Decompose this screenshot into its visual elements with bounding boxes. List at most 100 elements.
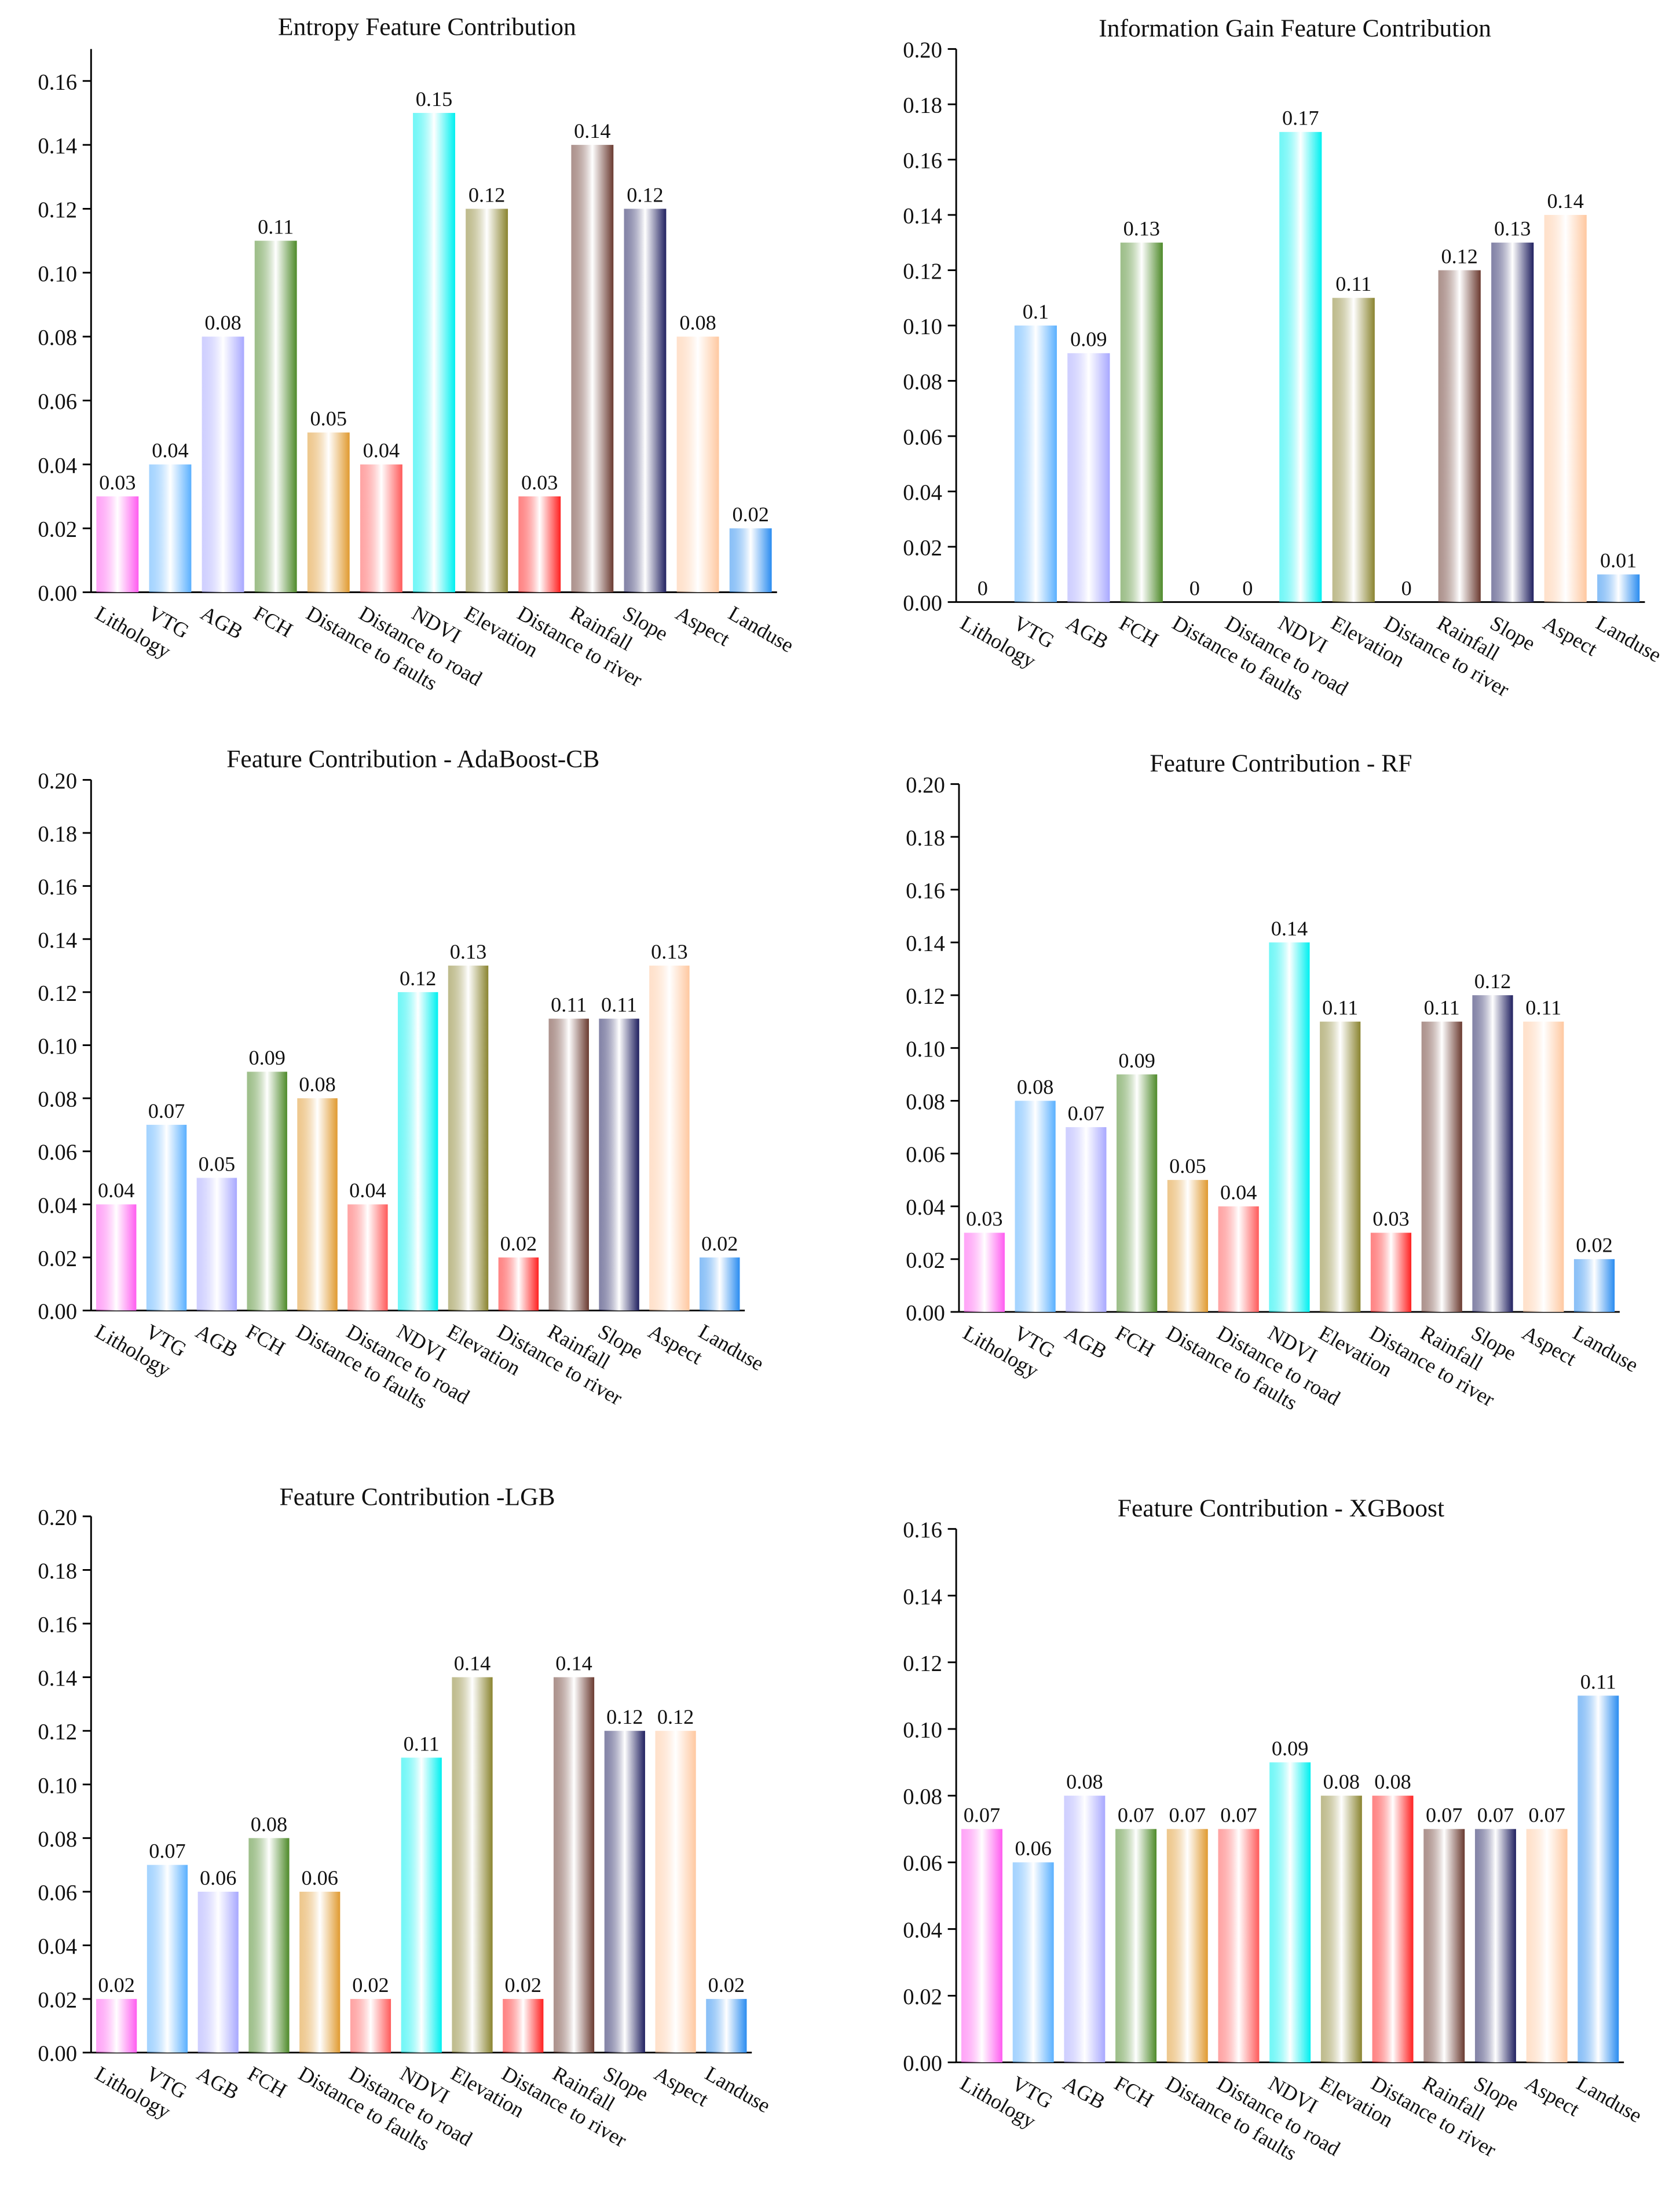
- y-tick-label: 0.10: [38, 262, 77, 286]
- bar: [247, 1072, 287, 1311]
- x-tick-label: Landuse: [1569, 1321, 1642, 1377]
- y-tick-label: 0.04: [38, 454, 77, 478]
- y-tick-label: 0.12: [903, 1651, 942, 1676]
- y-tick-label: 0.08: [903, 370, 942, 394]
- y-tick-label: 0.20: [906, 773, 945, 798]
- y-tick-label: 0.02: [38, 1988, 77, 2013]
- value-label: 0.17: [1282, 107, 1319, 130]
- value-label: 0.02: [505, 1973, 541, 1997]
- bar: [248, 1838, 290, 2053]
- bar: [1597, 574, 1640, 602]
- chart-title: Feature Contribution -LGB: [279, 1483, 555, 1511]
- y-tick-label: 0.14: [903, 204, 942, 229]
- y-tick-label: 0.10: [38, 1034, 77, 1059]
- bar: [466, 209, 508, 593]
- y-tick-label: 0.08: [906, 1090, 945, 1114]
- y-tick-label: 0.12: [38, 981, 77, 1006]
- bar: [397, 992, 438, 1311]
- bar: [1421, 1021, 1462, 1312]
- bar: [498, 1257, 539, 1311]
- y-tick-label: 0.06: [38, 1881, 77, 1905]
- y-tick-label: 0.00: [903, 591, 942, 616]
- value-label: 0.02: [98, 1973, 134, 1997]
- x-tick-label: FCH: [244, 2061, 291, 2102]
- bar: [518, 496, 561, 593]
- y-tick-label: 0.16: [38, 875, 77, 900]
- value-label: 0.14: [454, 1652, 491, 1675]
- value-label: 0.13: [450, 940, 486, 963]
- value-label: 0.04: [98, 1179, 134, 1202]
- value-label: 0.12: [606, 1705, 643, 1728]
- y-tick-label: 0.10: [903, 1719, 942, 1743]
- bar: [401, 1757, 442, 2053]
- bar: [1320, 1796, 1362, 2063]
- bar: [964, 1233, 1005, 1312]
- bar: [1332, 298, 1375, 602]
- value-label: 0.01: [1600, 549, 1637, 572]
- value-label: 0.12: [1474, 970, 1511, 993]
- value-label: 0.11: [1424, 996, 1460, 1019]
- value-label: 0.15: [416, 87, 452, 111]
- bar: [729, 528, 772, 593]
- bar: [147, 1865, 188, 2053]
- bar: [599, 1018, 639, 1311]
- bar: [1544, 215, 1587, 602]
- x-tick-label: Aspect: [645, 1319, 707, 1369]
- bar: [360, 464, 402, 593]
- bar: [1472, 995, 1513, 1312]
- bar: [1117, 1074, 1158, 1312]
- bar: [1370, 1233, 1412, 1312]
- chart-panel: Feature Contribution -LGB 0.00 0.02 0.04 0.0…: [38, 1483, 774, 2155]
- value-label: 0.04: [152, 439, 188, 462]
- value-label: 0.08: [1017, 1075, 1053, 1098]
- y-tick-label: 0.16: [906, 879, 945, 903]
- value-label: 0.04: [1220, 1181, 1257, 1204]
- value-label: 0.13: [1494, 217, 1531, 240]
- value-label: 0.11: [1580, 1670, 1616, 1693]
- value-label: 0: [1189, 576, 1200, 599]
- value-label: 0.07: [1426, 1804, 1462, 1827]
- value-label: 0.07: [1477, 1804, 1514, 1827]
- bar: [96, 496, 139, 593]
- bar: [706, 1999, 747, 2053]
- bar: [1218, 1829, 1260, 2063]
- value-label: 0.06: [301, 1866, 338, 1889]
- x-tick-label: AGB: [1059, 2071, 1109, 2114]
- y-tick-label: 0.14: [903, 1585, 942, 1609]
- value-label: 0.03: [521, 471, 558, 494]
- value-label: 0.12: [657, 1705, 694, 1728]
- value-label: 0.06: [200, 1866, 236, 1889]
- bar: [1218, 1206, 1259, 1312]
- value-label: 0.12: [400, 967, 436, 990]
- x-tick-label: AGB: [1061, 1321, 1111, 1363]
- y-tick-label: 0.10: [906, 1037, 945, 1062]
- value-label: 0.09: [1118, 1049, 1155, 1072]
- value-label: 0.02: [732, 503, 768, 526]
- value-label: 0.11: [551, 993, 587, 1017]
- bar: [1438, 270, 1481, 602]
- bar: [1577, 1695, 1619, 2063]
- y-tick-label: 0.08: [38, 1827, 77, 1852]
- chart-title: Entropy Feature Contribution: [278, 13, 576, 41]
- x-tick-label: AGB: [193, 2061, 243, 2104]
- value-label: 0.08: [679, 311, 716, 334]
- y-tick-label: 0.08: [38, 1088, 77, 1112]
- bar: [96, 1999, 137, 2053]
- x-tick-label: FCH: [1112, 1321, 1159, 1362]
- bar: [1279, 131, 1322, 602]
- value-label: 0.07: [1169, 1804, 1206, 1827]
- y-tick-label: 0.10: [903, 315, 942, 339]
- value-label: 0.07: [1068, 1102, 1104, 1125]
- bar: [1115, 1829, 1157, 2063]
- bar: [299, 1891, 341, 2053]
- bar: [448, 966, 489, 1311]
- value-label: 0.07: [1528, 1804, 1565, 1827]
- value-label: 0.09: [1272, 1737, 1308, 1760]
- y-tick-label: 0.08: [38, 326, 77, 350]
- bar: [503, 1999, 544, 2053]
- y-tick-label: 0.06: [906, 1143, 945, 1167]
- x-tick-label: Landuse: [1573, 2071, 1646, 2127]
- y-tick-label: 0.18: [906, 826, 945, 850]
- value-label: 0.02: [352, 1973, 389, 1997]
- x-tick-label: AGB: [1063, 611, 1112, 653]
